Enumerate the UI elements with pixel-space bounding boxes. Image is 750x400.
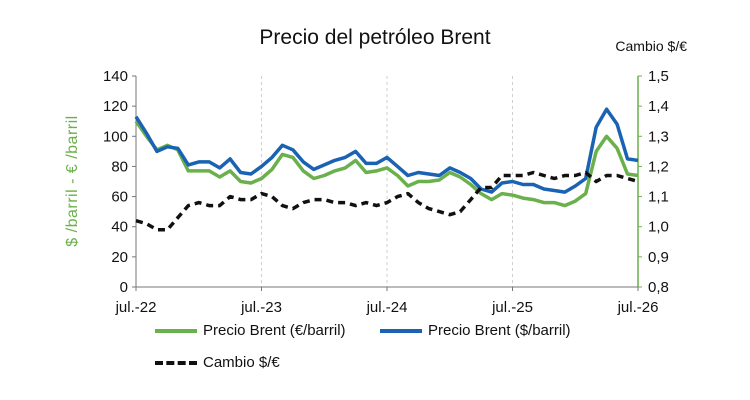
x-tick-label: jul.-26	[617, 299, 659, 316]
x-tick-label: jul.-22	[115, 299, 157, 316]
y-tick-label: 60	[111, 189, 128, 206]
legend-label-usd: Precio Brent ($/barril)	[428, 322, 571, 339]
series-line-fx	[135, 170, 639, 232]
y2-tick-label: 0,9	[648, 249, 669, 266]
y-tick-label: 20	[111, 249, 128, 266]
y-tick-label: 40	[111, 219, 128, 236]
chart-title: Precio del petróleo Brent	[259, 26, 491, 49]
series-line-eur	[134, 120, 639, 208]
legend-item-fx: Cambio $/€	[155, 354, 280, 371]
legend-item-eur: Precio Brent (€/barril)	[155, 322, 346, 339]
y2-tick-label: 0,8	[648, 279, 669, 296]
y2-tick-label: 1,5	[648, 68, 669, 85]
y2-tick-label: 1,0	[648, 219, 669, 236]
y-tick-label: 140	[103, 68, 128, 85]
y-tick-label: 80	[111, 158, 128, 175]
y2-tick-label: 1,3	[648, 128, 669, 145]
y2-axis-title: Cambio $/€	[615, 38, 687, 54]
legend-item-usd: Precio Brent ($/barril)	[380, 322, 571, 339]
legend-swatch-usd	[380, 328, 422, 333]
series-line-usd	[134, 107, 639, 194]
x-tick-label: jul.-23	[240, 299, 282, 316]
y2-tick-label: 1,2	[648, 158, 669, 175]
x-tick-label: jul.-24	[366, 299, 408, 316]
legend-swatch-fx	[155, 360, 197, 365]
y-tick-label: 120	[103, 98, 128, 115]
y-tick-label: 100	[103, 128, 128, 145]
y2-tick-label: 1,4	[648, 98, 669, 115]
x-tick-label: jul.-25	[491, 299, 533, 316]
legend-label-fx: Cambio $/€	[203, 354, 280, 371]
legend-label-eur: Precio Brent (€/barril)	[203, 322, 346, 339]
y2-tick-label: 1,1	[648, 189, 669, 206]
y-tick-label: 0	[120, 279, 128, 296]
legend-swatch-eur	[155, 328, 197, 333]
